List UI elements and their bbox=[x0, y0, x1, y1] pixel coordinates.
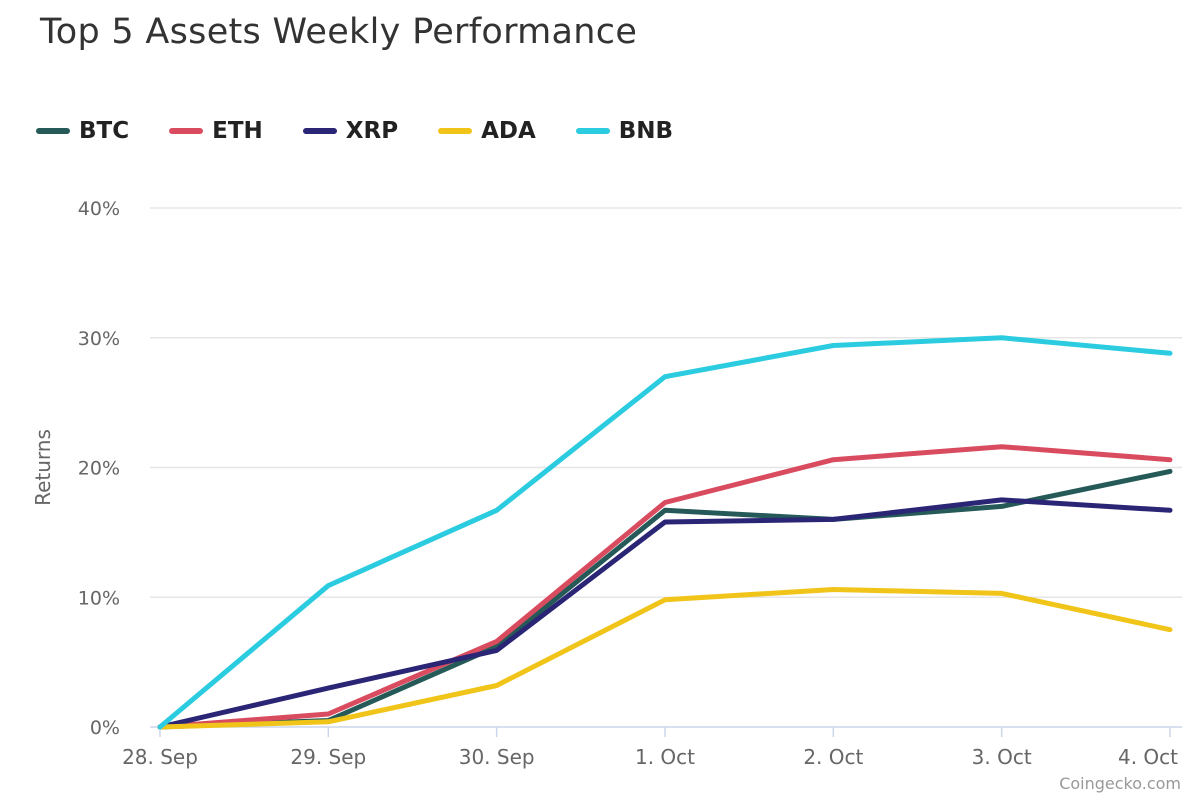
series-line-eth bbox=[157, 444, 1173, 730]
legend-item-xrp[interactable]: XRP bbox=[302, 118, 399, 144]
series-line-bnb bbox=[157, 335, 1173, 730]
y-tick-label: 30% bbox=[78, 328, 120, 350]
legend-label-ada: ADA bbox=[481, 118, 536, 144]
legend-swatch-xrp bbox=[302, 128, 337, 134]
legend-item-ada[interactable]: ADA bbox=[438, 118, 536, 144]
chart-title: Top 5 Assets Weekly Performance bbox=[40, 12, 638, 52]
series-line-xrp bbox=[157, 497, 1173, 730]
credit-link[interactable]: Coingecko.com bbox=[1059, 774, 1181, 793]
series-line-ada bbox=[157, 587, 1173, 730]
legend-label-bnb: BNB bbox=[618, 118, 674, 144]
x-tick-label: 30. Sep bbox=[459, 745, 535, 769]
x-tick-label: 1. Oct bbox=[635, 745, 695, 769]
y-tick-label: 40% bbox=[78, 198, 120, 220]
legend-label-eth: ETH bbox=[212, 118, 263, 144]
y-axis-title: Returns bbox=[31, 429, 55, 506]
x-tick-label: 29. Sep bbox=[290, 745, 366, 769]
x-tick-label: 2. Oct bbox=[803, 745, 863, 769]
x-tick-label: 28. Sep bbox=[122, 745, 198, 769]
legend-item-btc[interactable]: BTC bbox=[36, 118, 129, 144]
legend-label-xrp: XRP bbox=[345, 118, 399, 144]
legend: BTC ETH XRP ADA BNB bbox=[36, 118, 713, 144]
y-tick-label: 0% bbox=[90, 717, 120, 739]
legend-swatch-eth bbox=[169, 128, 204, 134]
x-tick-label: 3. Oct bbox=[972, 745, 1032, 769]
legend-swatch-ada bbox=[438, 128, 473, 134]
legend-item-eth[interactable]: ETH bbox=[169, 118, 263, 144]
y-tick-label: 20% bbox=[78, 458, 120, 480]
legend-swatch-bnb bbox=[575, 128, 610, 134]
legend-swatch-btc bbox=[36, 128, 70, 134]
legend-label-btc: BTC bbox=[79, 118, 130, 144]
y-tick-label: 10% bbox=[78, 587, 120, 609]
legend-item-bnb[interactable]: BNB bbox=[575, 118, 674, 144]
x-tick-label: 4. Oct bbox=[1118, 745, 1178, 769]
